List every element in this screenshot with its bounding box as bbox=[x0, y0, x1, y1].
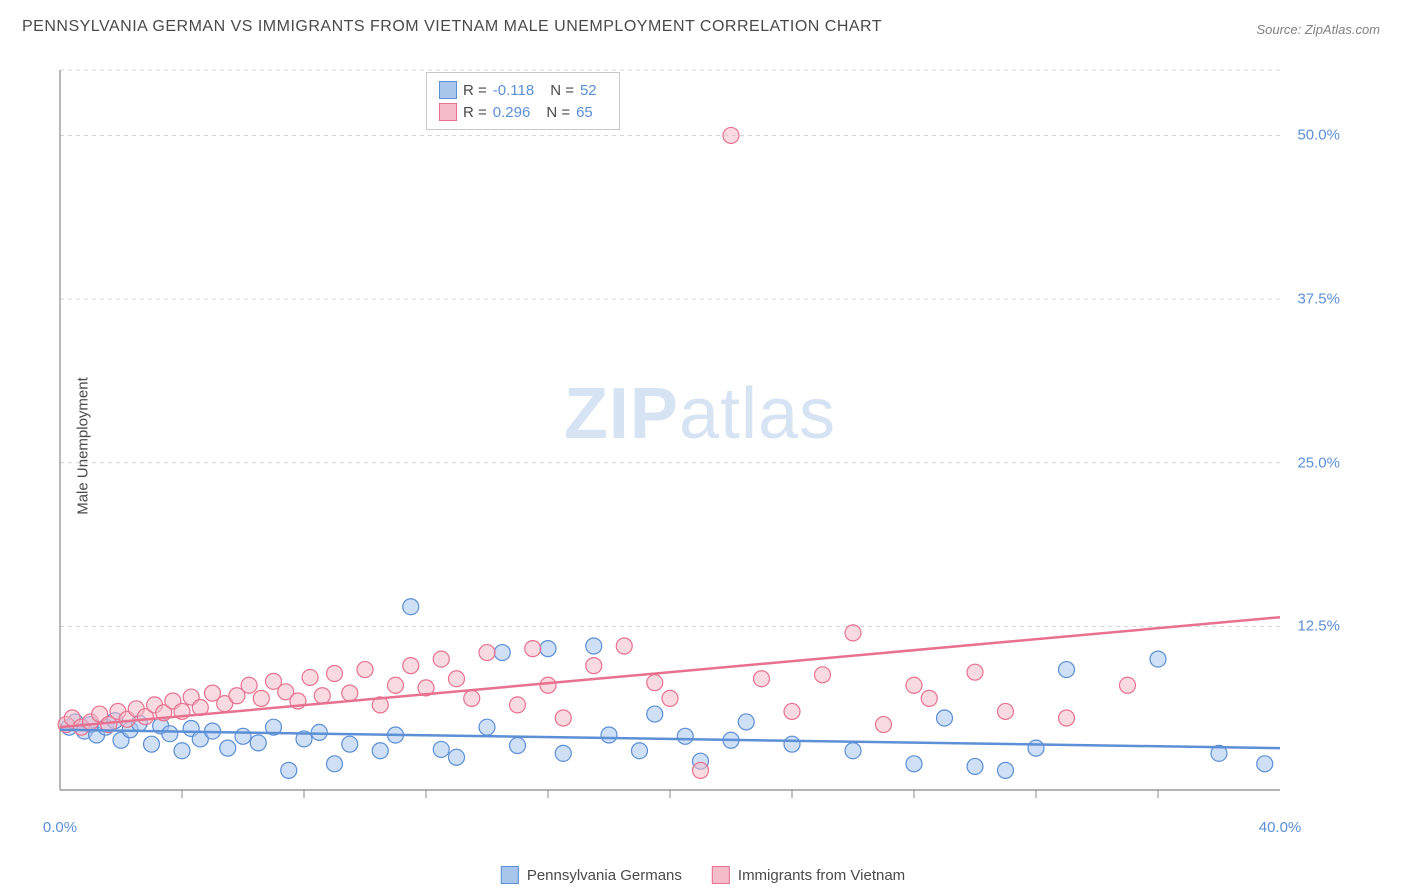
legend-swatch bbox=[501, 866, 519, 884]
scatter-plot bbox=[50, 60, 1350, 830]
x-tick-label: 0.0% bbox=[43, 819, 77, 836]
chart-title: PENNSYLVANIA GERMAN VS IMMIGRANTS FROM V… bbox=[22, 18, 882, 36]
correlation-legend: R =-0.118N =52R =0.296N =65 bbox=[426, 72, 620, 130]
n-value: 65 bbox=[576, 104, 593, 121]
r-value: 0.296 bbox=[493, 104, 531, 121]
legend-swatch bbox=[439, 81, 457, 99]
y-tick-label: 37.5% bbox=[1297, 291, 1340, 308]
r-label: R = bbox=[463, 82, 487, 99]
y-tick-label: 50.0% bbox=[1297, 127, 1340, 144]
source-attribution: Source: ZipAtlas.com bbox=[1256, 22, 1380, 37]
y-tick-label: 12.5% bbox=[1297, 618, 1340, 635]
n-label: N = bbox=[546, 104, 570, 121]
legend-label: Immigrants from Vietnam bbox=[738, 867, 905, 884]
r-value: -0.118 bbox=[493, 82, 534, 99]
x-tick-label: 40.0% bbox=[1259, 819, 1302, 836]
legend-item: Pennsylvania Germans bbox=[501, 866, 682, 884]
legend-row: R = -0.118 N = 52 bbox=[439, 79, 607, 101]
chart-area: ZIPatlas R =-0.118N =52R =0.296N =65 12.… bbox=[50, 60, 1350, 830]
legend-swatch bbox=[439, 103, 457, 121]
legend-item: Immigrants from Vietnam bbox=[712, 866, 905, 884]
r-label: R = bbox=[463, 104, 487, 121]
y-tick-label: 25.0% bbox=[1297, 454, 1340, 471]
n-label: N = bbox=[550, 82, 574, 99]
n-value: 52 bbox=[580, 82, 597, 99]
series-legend: Pennsylvania Germans Immigrants from Viet… bbox=[501, 866, 905, 884]
legend-row: R = 0.296 N = 65 bbox=[439, 101, 607, 123]
legend-swatch bbox=[712, 866, 730, 884]
legend-label: Pennsylvania Germans bbox=[527, 867, 682, 884]
